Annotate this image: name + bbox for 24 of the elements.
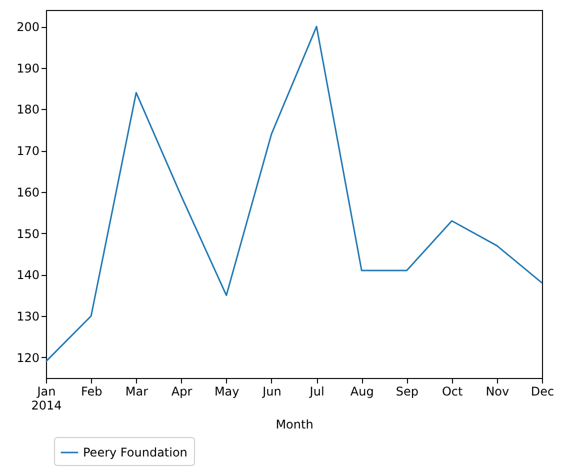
y-tick-label: 160: [16, 185, 40, 200]
x-tick-label: Aug: [350, 384, 374, 398]
x-axis-title: Month: [276, 418, 314, 432]
x-tick-label: Jul: [308, 384, 324, 398]
x-tick-label: May: [214, 384, 240, 398]
y-tick-label: 150: [16, 226, 40, 241]
x-tick-label: Jan 2014: [31, 384, 62, 412]
x-tick-label: Jun: [262, 384, 282, 398]
y-tick-label: 200: [16, 20, 40, 34]
x-tick-label: Mar: [125, 384, 148, 398]
x-tick-label: Feb: [80, 384, 102, 398]
y-tick-label: 190: [16, 61, 40, 76]
y-tick-label: 140: [16, 268, 40, 282]
x-tick-label: Apr: [171, 384, 192, 398]
x-tick-label: Oct: [442, 384, 463, 398]
x-tick-label: Dec: [530, 384, 554, 398]
x-tick-label: Sep: [396, 384, 419, 398]
line-series: [45, 26, 543, 362]
y-tick-label: 130: [16, 309, 40, 324]
x-tick-label: Nov: [486, 384, 510, 398]
y-tick-label: 180: [16, 102, 40, 117]
y-tick-label: 120: [16, 350, 40, 365]
legend-label: Peery Foundation: [83, 446, 188, 460]
y-tick-label: 170: [16, 144, 40, 158]
